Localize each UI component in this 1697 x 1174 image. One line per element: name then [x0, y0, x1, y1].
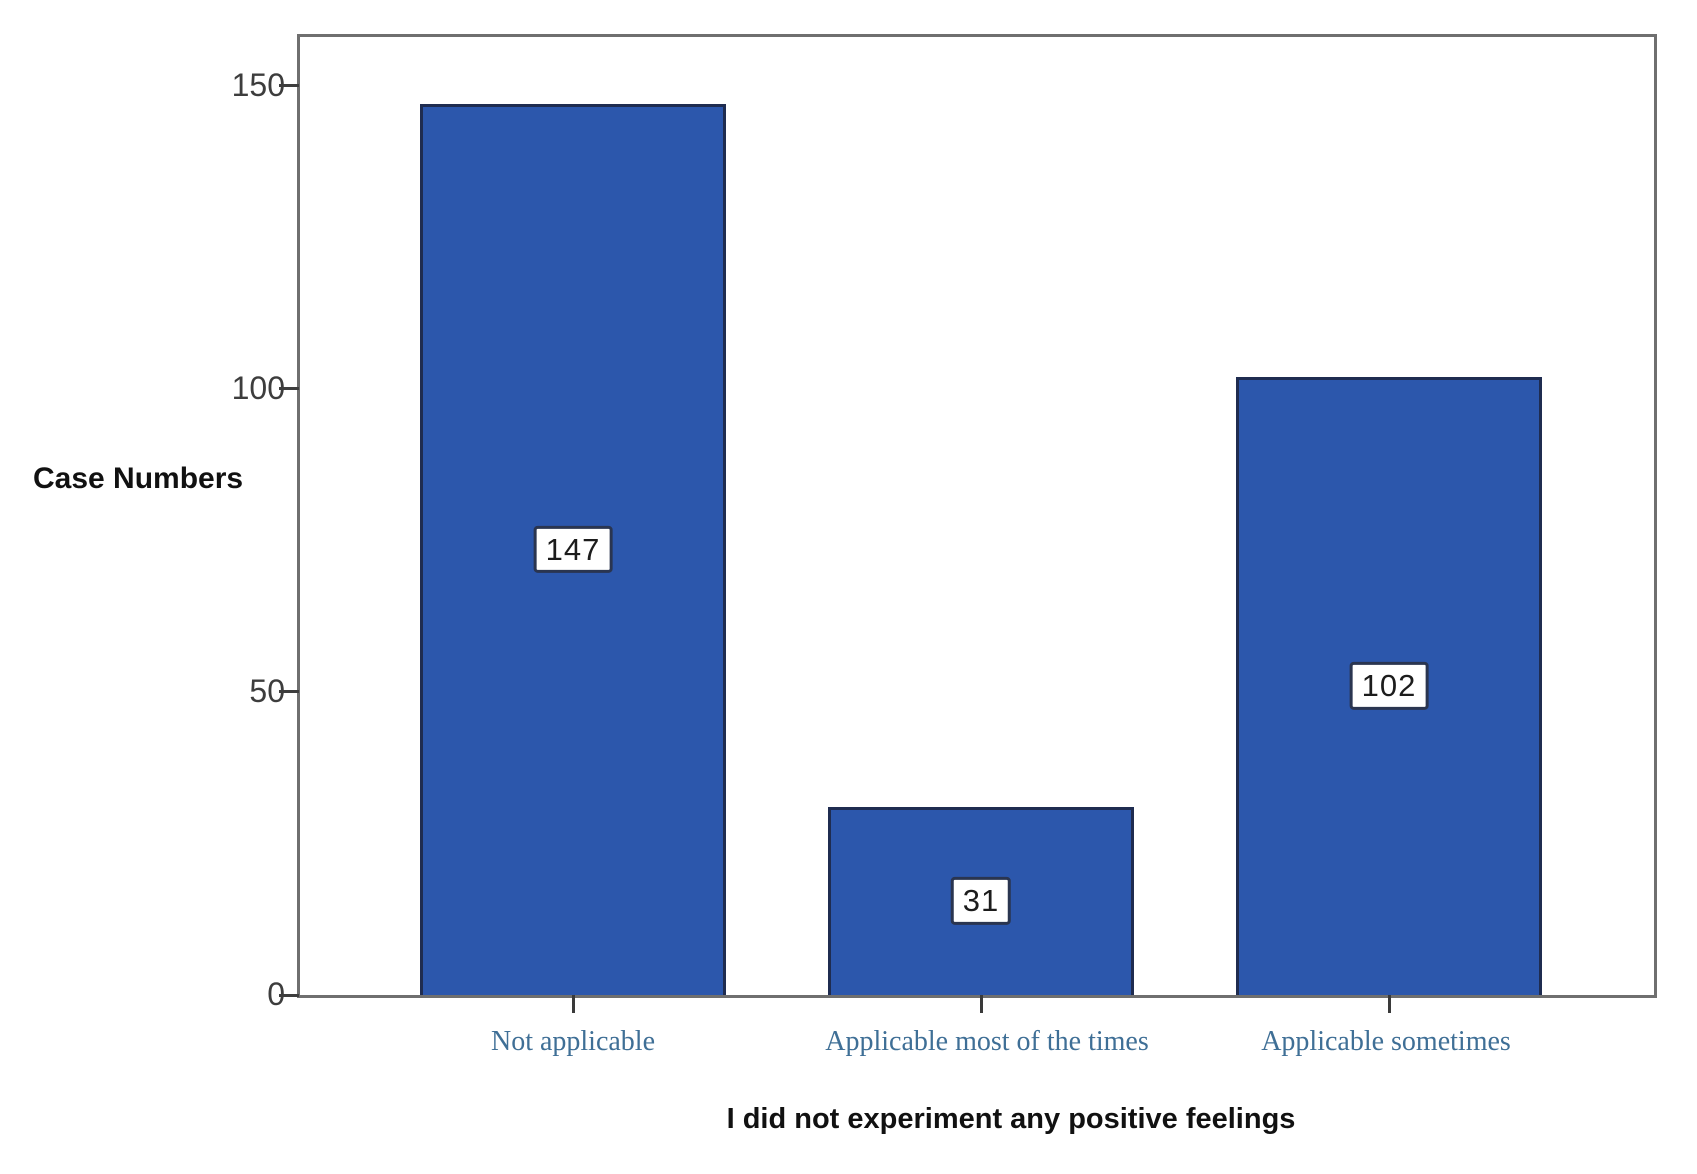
y-axis-title: Case Numbers — [33, 462, 244, 495]
x-tick-label-not-applicable: Not applicable — [490, 1026, 656, 1057]
bar-group-applicable-most-times: 31 — [828, 37, 1134, 995]
x-tick-label-applicable-sometimes: Applicable sometimes — [1261, 1026, 1511, 1057]
x-axis-title: I did not experiment any positive feelin… — [726, 1103, 1296, 1135]
y-tick-mark — [279, 993, 299, 997]
y-tick-label: 50 — [249, 672, 285, 709]
bar-group-applicable-sometimes: 102 — [1236, 37, 1542, 995]
plot-area: 147 31 102 — [297, 34, 1657, 998]
x-tick-mark — [980, 995, 983, 1013]
bar-group-not-applicable: 147 — [420, 37, 726, 995]
y-tick-mark — [279, 84, 299, 87]
bar-value-badge: 31 — [950, 877, 1012, 925]
y-tick-label: 150 — [231, 66, 285, 103]
bar-value-badge: 102 — [1349, 661, 1429, 710]
x-tick-label-applicable-most-times: Applicable most of the times — [825, 1026, 1149, 1057]
y-tick-label: 0 — [267, 975, 285, 1012]
bar-value-badge: 147 — [533, 525, 613, 574]
y-tick-label: 100 — [231, 369, 285, 406]
x-tick-mark — [1388, 995, 1391, 1013]
x-tick-mark — [572, 995, 575, 1013]
y-tick-mark — [279, 387, 299, 391]
y-tick-mark — [279, 690, 299, 694]
